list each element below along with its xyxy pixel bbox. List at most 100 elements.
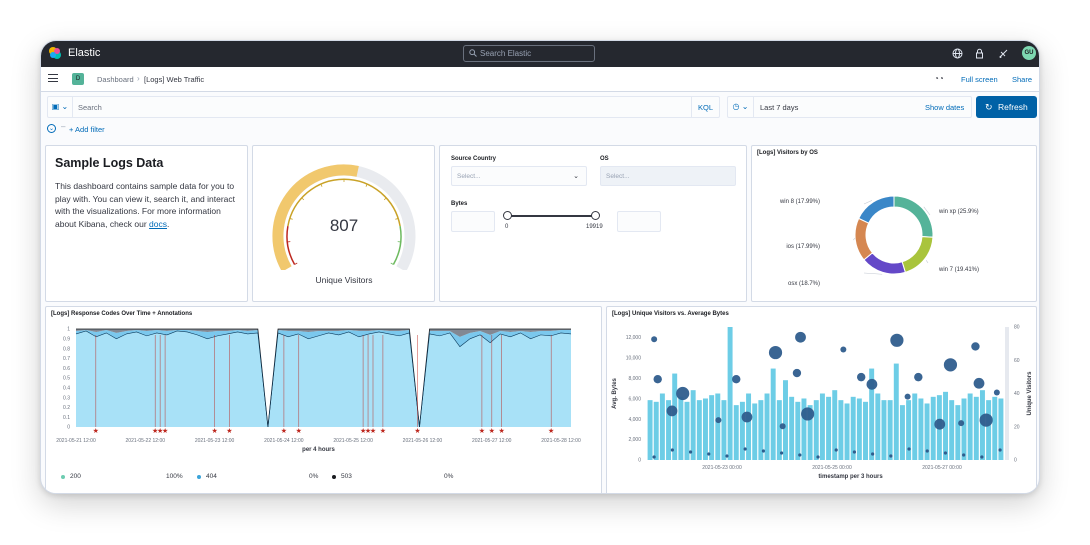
y-tick-label: 0.6 xyxy=(63,366,70,372)
bar xyxy=(690,390,696,460)
annotation-marker-icon: ★ xyxy=(489,427,495,435)
show-dates-button[interactable]: Show dates xyxy=(925,103,965,112)
gauge-green-band xyxy=(392,225,402,265)
annotation-marker-icon: ★ xyxy=(162,427,168,435)
pie-slice xyxy=(893,195,934,238)
bar xyxy=(733,405,739,460)
x-tick-label: 2021-05-22 12:00 xyxy=(126,438,166,444)
x-axis-title: per 4 hours xyxy=(302,447,335,453)
markdown-text-end: . xyxy=(167,218,170,229)
newsfeed-icon[interactable] xyxy=(997,47,1010,60)
calendar-icon[interactable]: ◷ ⌄ xyxy=(728,97,754,117)
bubble-point xyxy=(801,407,815,421)
legend-name-200[interactable]: 200 xyxy=(70,473,81,480)
bar xyxy=(776,400,782,460)
y-tick-label: 0.5 xyxy=(63,376,70,382)
annotation-marker-icon: ★ xyxy=(370,427,376,435)
filter-options-icon[interactable]: ⌄ xyxy=(47,124,56,133)
bar xyxy=(930,396,936,460)
bytes-label: Bytes xyxy=(451,201,468,207)
date-picker[interactable]: ◷ ⌄ Last 7 days Show dates xyxy=(727,96,972,118)
bytes-range-track[interactable] xyxy=(508,215,596,217)
bubble-point xyxy=(890,333,904,347)
add-filter-button[interactable]: + Add filter xyxy=(69,125,105,134)
annotation-marker-icon: ★ xyxy=(479,427,485,435)
right-tick-label: 80 xyxy=(1014,325,1020,331)
time-range[interactable]: Last 7 days xyxy=(760,103,799,112)
controls-panel: Source Country Select... ⌄ OS Select... … xyxy=(439,145,747,302)
brand-name[interactable]: Elastic xyxy=(68,47,101,59)
visitors-by-os-chart[interactable]: win xp (25.9%) win 7 (19.41%) osx (18.7%) i… xyxy=(752,160,1036,300)
space-avatar[interactable]: D xyxy=(72,73,84,85)
glasses-icon[interactable]: ◔◔ xyxy=(934,74,944,83)
bytes-max-input[interactable] xyxy=(617,211,661,232)
full-screen-button[interactable]: Full screen xyxy=(961,75,998,84)
bar xyxy=(893,363,899,460)
left-tick-label: 4,000 xyxy=(628,417,641,423)
bar xyxy=(795,401,801,460)
filter-separator: – xyxy=(61,122,66,131)
source-country-select[interactable]: Select... ⌄ xyxy=(451,166,587,186)
query-input[interactable]: ▣ ⌄ Search KQL xyxy=(47,96,720,118)
right-tick-label: 20 xyxy=(1014,424,1020,430)
legend-value-404: 0% xyxy=(309,473,319,480)
query-placeholder: Search xyxy=(78,103,102,112)
search-icon xyxy=(469,49,477,57)
legend-name-503[interactable]: 503 xyxy=(341,473,352,480)
os-select[interactable]: Select... xyxy=(600,166,736,186)
global-search-input[interactable]: Search Elastic xyxy=(463,45,595,62)
gauge-chart[interactable] xyxy=(253,150,435,270)
bytes-range-max-thumb[interactable] xyxy=(591,211,600,220)
lock-icon[interactable] xyxy=(973,47,986,60)
bubble-point xyxy=(943,451,948,455)
y-tick-label: 0.2 xyxy=(63,405,70,411)
bytes-range-min-thumb[interactable] xyxy=(503,211,512,220)
legend-name-404[interactable]: 404 xyxy=(206,473,217,480)
bubble-point xyxy=(840,346,847,353)
bar xyxy=(672,373,678,460)
y-tick-label: 0.8 xyxy=(63,346,70,352)
bar xyxy=(992,396,998,460)
kql-toggle[interactable]: KQL xyxy=(698,103,714,112)
area-outline-200 xyxy=(75,330,572,428)
gauge-red-band xyxy=(286,225,296,265)
bytes-min-input[interactable] xyxy=(451,211,495,232)
response-codes-chart[interactable]: 00.10.20.30.40.50.60.70.80.91★ ★★★ ★ ★ ★ ★ ★★★… xyxy=(46,321,601,471)
bar xyxy=(783,380,788,460)
elastic-logo-icon[interactable] xyxy=(48,46,62,60)
annotation-marker-icon: ★ xyxy=(93,427,99,435)
gauge-tick xyxy=(395,218,399,220)
left-axis-title: Avg. Bytes xyxy=(612,377,618,408)
bar xyxy=(899,405,905,460)
unique-visitors-bytes-chart[interactable]: 0 2,000 4,000 6,000 8,000 10,000 12,000 0 20 40 60… xyxy=(607,321,1036,493)
help-globe-icon[interactable] xyxy=(951,47,964,60)
docs-link[interactable]: docs xyxy=(149,218,168,229)
refresh-button[interactable]: ↻ Refresh xyxy=(976,96,1037,118)
gauge-tick xyxy=(365,183,368,187)
pie-leader-line xyxy=(923,206,931,216)
visitors-by-os-panel: [Logs] Visitors by OS win xp (25.9%) win … xyxy=(751,145,1037,302)
bar xyxy=(949,400,955,460)
bubble-point xyxy=(958,420,965,427)
share-button[interactable]: Share xyxy=(1012,75,1033,84)
menu-icon[interactable] xyxy=(48,74,58,82)
left-tick-label: 6,000 xyxy=(628,396,641,402)
annotation-marker-icon: ★ xyxy=(414,427,420,435)
bubble-point xyxy=(676,386,690,401)
breadcrumb-dashboard[interactable]: Dashboard xyxy=(97,75,134,84)
legend-dot-200 xyxy=(61,475,65,479)
bar xyxy=(856,398,862,460)
bar xyxy=(807,405,813,460)
x-tick-label: 2021-05-23 00:00 xyxy=(702,465,742,471)
left-tick-label: 2,000 xyxy=(628,437,641,443)
x-tick-label: 2021-05-25 00:00 xyxy=(812,465,852,471)
saved-query-icon[interactable]: ▣ ⌄ xyxy=(48,97,73,117)
pie-leader-line xyxy=(853,237,856,241)
user-avatar[interactable]: GU xyxy=(1022,46,1036,60)
bar xyxy=(684,401,690,460)
pie-label: win 7 (19.41%) xyxy=(938,267,979,273)
bar xyxy=(986,400,992,460)
bar xyxy=(875,393,881,460)
bar xyxy=(863,401,868,460)
gauge-tick xyxy=(383,197,387,201)
